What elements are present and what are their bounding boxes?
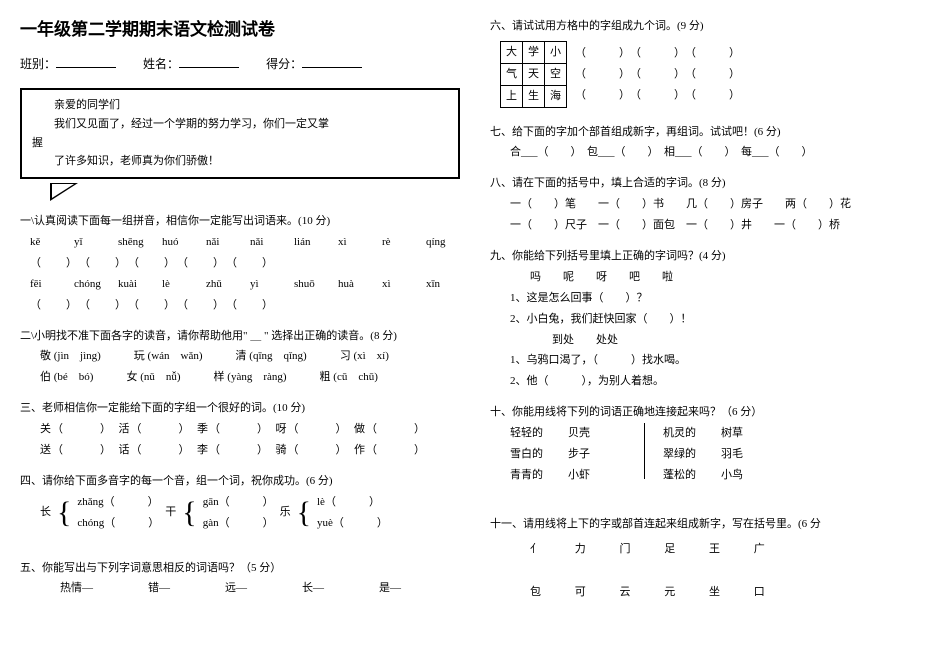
greeting-body2a: 握 xyxy=(32,134,448,153)
left-column: 一年级第二学期期末语文检测试卷 班别： 姓名： 得分： 亲爱的同学们 我们又见面… xyxy=(20,16,460,652)
q1-pinyin-row1: kěyǐ shēnghuó nǎinǎi liánxì rèqíng xyxy=(20,232,460,253)
q1-blank-row1[interactable]: （ ） （ ） （ ） （ ） （ ） xyxy=(20,253,460,274)
q4-char3: 乐 xyxy=(280,502,291,523)
q10: 十、你能用线将下列的词语正确地连接起来吗？（6 分） 轻轻的 雪白的 青青的 贝… xyxy=(490,402,925,486)
q9-options: 吗 呢 呀 吧 啦 xyxy=(490,267,925,288)
q7: 七、给下面的字加个部首组成新字，再组词。试试吧！(6 分) 合___（ ） 包_… xyxy=(490,122,925,164)
brace-icon: { xyxy=(57,493,71,533)
brace-icon: { xyxy=(182,493,196,533)
q1-blank-row2[interactable]: （ ） （ ） （ ） （ ） （ ） xyxy=(20,295,460,316)
greeting-body2b: 了许多知识，老师真为你们骄傲！ xyxy=(32,152,448,171)
q2-line2[interactable]: 伯 (bé bó) 女 (nǔ nǚ) 样 (yàng ràng) 粗 (cū … xyxy=(20,367,460,388)
q6: 六、请试试用方格中的字组成九个词。(9 分) 大学小 气天空 上生海 （ ） （… xyxy=(490,16,925,112)
q5: 五、你能写出与下列字词意思相反的词语吗？（5 分） 热情— 错— 远— 长— 是… xyxy=(20,558,460,600)
score-blank[interactable] xyxy=(302,56,362,68)
q10-la: 轻轻的 雪白的 青青的 xyxy=(510,423,568,486)
q5-line[interactable]: 热情— 错— 远— 长— 是— xyxy=(20,578,460,599)
q1-heading: 一\认真阅读下面每一组拼音，相信你一定能写出词语来。(10 分) xyxy=(20,211,460,232)
q8-heading: 八、请在下面的括号中，填上合适的字词。(8 分) xyxy=(490,173,925,194)
class-label: 班别： xyxy=(20,57,56,71)
q4-groups: 长 { zhǎng（ ） chóng（ ） 干 { gān（ ） gàn（ ） … xyxy=(20,492,460,534)
greeting-line: 亲爱的同学们 xyxy=(32,96,448,115)
q3-line2[interactable]: 送（ ） 话（ ） 李（ ） 骑（ ） 作（ ） xyxy=(20,440,460,461)
q4-heading: 四、请你给下面多音字的每一个音，组一个词，祝你成功。(6 分) xyxy=(20,471,460,492)
q4-g2: gān（ ） gàn（ ） xyxy=(203,492,274,534)
q8-line1[interactable]: 一（ ）笔 一（ ）书 几（ ）房子 两（ ）花 xyxy=(490,194,925,215)
q11-top-row[interactable]: 亻 力 门 足 王 广 xyxy=(490,539,925,560)
name-blank[interactable] xyxy=(179,56,239,68)
q2: 二\小明找不准下面各字的读音，请你帮助他用" ＿ " 选择出正确的读音。(8 分… xyxy=(20,326,460,389)
q9-i1[interactable]: 1、这是怎么回事（ ）？ xyxy=(490,288,925,309)
name-label: 姓名： xyxy=(143,57,179,71)
q10-heading: 十、你能用线将下列的词语正确地连接起来吗？（6 分） xyxy=(490,402,925,423)
q9-i2[interactable]: 2、小白兔，我们赶快回家（ ）！ xyxy=(490,309,925,330)
q6-table: 大学小 气天空 上生海 xyxy=(500,41,567,108)
q9-i5[interactable]: 2、他（ ），为别人着想。 xyxy=(490,371,925,392)
q1: 一\认真阅读下面每一组拼音，相信你一定能写出词语来。(10 分) kěyǐ sh… xyxy=(20,211,460,315)
greeting-box: 亲爱的同学们 我们又见面了，经过一个学期的努力学习，你们一定又掌 握 了许多知识… xyxy=(20,88,460,179)
q2-heading: 二\小明找不准下面各字的读音，请你帮助他用" ＿ " 选择出正确的读音。(8 分… xyxy=(20,326,460,347)
q7-line[interactable]: 合___（ ） 包___（ ） 相___（ ） 每___（ ） xyxy=(490,142,925,163)
form-line: 班别： 姓名： 得分： xyxy=(20,55,460,74)
q5-heading: 五、你能写出与下列字词意思相反的词语吗？（5 分） xyxy=(20,558,460,579)
q9-heading: 九、你能给下列括号里填上正确的字词吗？(4 分) xyxy=(490,246,925,267)
brace-icon: { xyxy=(297,493,311,533)
q4: 四、请你给下面多音字的每一个音，组一个词，祝你成功。(6 分) 长 { zhǎn… xyxy=(20,471,460,534)
q8: 八、请在下面的括号中，填上合适的字词。(8 分) 一（ ）笔 一（ ）书 几（ … xyxy=(490,173,925,236)
q9: 九、你能给下列括号里填上正确的字词吗？(4 分) 吗 呢 呀 吧 啦 1、这是怎… xyxy=(490,246,925,392)
q7-heading: 七、给下面的字加个部首组成新字，再组词。试试吧！(6 分) xyxy=(490,122,925,143)
class-blank[interactable] xyxy=(56,56,116,68)
q8-line2[interactable]: 一（ ）尺子 一（ ）面包 一（ ）井 一（ ）桥 xyxy=(490,215,925,236)
q3-line1[interactable]: 关（ ） 活（ ） 季（ ） 呀（ ） 做（ ） xyxy=(20,419,460,440)
q9-i4[interactable]: 1、乌鸦口渴了，（ ）找水喝。 xyxy=(490,350,925,371)
page-title: 一年级第二学期期末语文检测试卷 xyxy=(20,16,460,43)
greeting-body1: 我们又见面了，经过一个学期的努力学习，你们一定又掌 xyxy=(32,115,448,134)
q10-lb: 贝壳 步子 小虾 xyxy=(568,423,626,486)
q3-heading: 三、老师相信你一定能给下面的字组一个很好的词。(10 分) xyxy=(20,398,460,419)
vertical-divider xyxy=(644,423,645,479)
q4-char2: 干 xyxy=(165,502,176,523)
q10-rb: 树草 羽毛 小鸟 xyxy=(721,423,779,486)
q6-blanks[interactable]: （ ） （ ） （ ） （ ） （ ） （ ） （ ） （ ） （ ） xyxy=(575,43,740,106)
q10-ra: 机灵的 翠绿的 蓬松的 xyxy=(663,423,721,486)
q11-bottom-row[interactable]: 包 可 云 元 坐 口 xyxy=(490,582,925,603)
q2-line1[interactable]: 敬 (jìn jìng) 玩 (wán wǎn) 清 (qīng qǐng) 习… xyxy=(20,346,460,367)
q11-heading: 十一、请用线将上下的字或部首连起来组成新字，写在括号里。(6 分 xyxy=(490,514,925,535)
q1-pinyin-row2: fēichóng kuàilè zhǔyì shuōhuà xìxīn xyxy=(20,274,460,295)
q4-char1: 长 xyxy=(40,502,51,523)
speech-tail xyxy=(50,183,78,201)
q9-i3: 到处 处处 xyxy=(490,330,925,351)
q4-g3: lè（ ） yuè（ ） xyxy=(317,492,388,534)
score-label: 得分： xyxy=(266,57,302,71)
q4-g1: zhǎng（ ） chóng（ ） xyxy=(77,492,159,534)
q6-heading: 六、请试试用方格中的字组成九个词。(9 分) xyxy=(490,16,925,37)
q10-match[interactable]: 轻轻的 雪白的 青青的 贝壳 步子 小虾 机灵的 翠绿的 蓬松的 树草 羽毛 小… xyxy=(490,423,925,486)
q3: 三、老师相信你一定能给下面的字组一个很好的词。(10 分) 关（ ） 活（ ） … xyxy=(20,398,460,461)
q11: 十一、请用线将上下的字或部首连起来组成新字，写在括号里。(6 分 亻 力 门 足… xyxy=(490,514,925,603)
right-column: 六、请试试用方格中的字组成九个词。(9 分) 大学小 气天空 上生海 （ ） （… xyxy=(490,16,925,652)
